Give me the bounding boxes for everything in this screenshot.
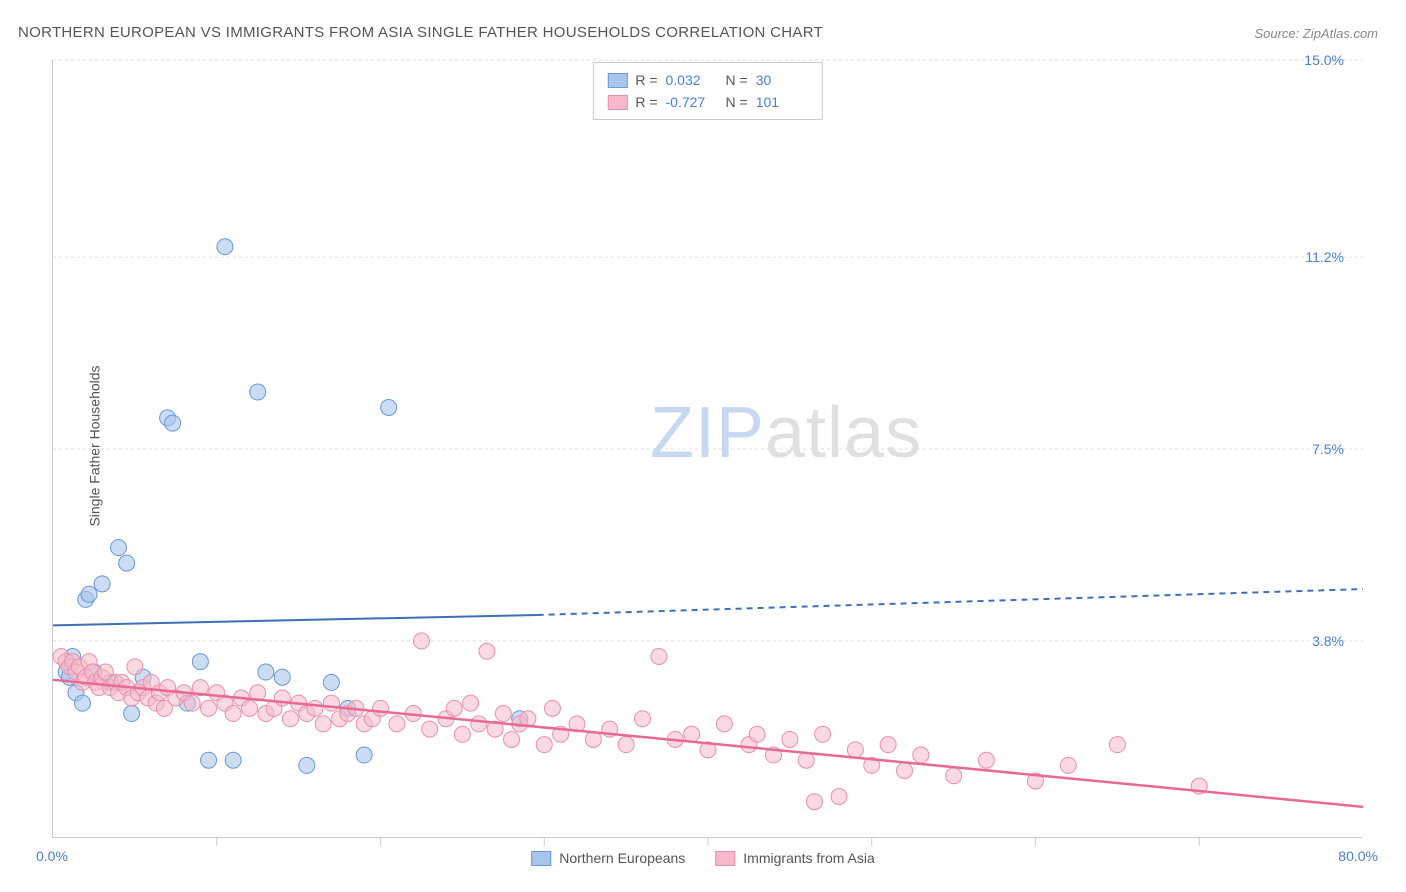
legend-label-1: Immigrants from Asia [743,850,874,866]
stats-n-label: N = [726,91,748,113]
x-axis-min-label: 0.0% [36,848,68,864]
bottom-legend: Northern Europeans Immigrants from Asia [531,850,875,866]
stats-r-label: R = [635,91,657,113]
stats-n-label: N = [726,69,748,91]
source-attribution: Source: ZipAtlas.com [1254,26,1378,41]
stats-n-value-1: 101 [756,91,808,113]
stats-r-label: R = [635,69,657,91]
y-tick-label: 11.2% [1305,249,1344,265]
stats-row-series-0: R = 0.032 N = 30 [607,69,807,91]
legend-label-0: Northern Europeans [559,850,685,866]
y-tick-label: 7.5% [1312,441,1344,457]
x-axis-max-label: 80.0% [1338,848,1378,864]
plot-area: ZIPatlas R = 0.032 N = 30 R = -0.727 N =… [52,60,1362,838]
legend-item-1: Immigrants from Asia [715,850,874,866]
stats-row-series-1: R = -0.727 N = 101 [607,91,807,113]
y-tick-label: 15.0% [1304,52,1344,68]
legend-swatch-0 [531,851,551,866]
y-tick-label: 3.8% [1312,633,1344,649]
legend-swatch-1 [715,851,735,866]
stats-swatch-1 [607,95,627,110]
chart-title: NORTHERN EUROPEAN VS IMMIGRANTS FROM ASI… [18,24,823,41]
legend-item-0: Northern Europeans [531,850,685,866]
stats-box: R = 0.032 N = 30 R = -0.727 N = 101 [592,62,822,120]
stats-n-value-0: 30 [756,69,808,91]
stats-r-value-0: 0.032 [666,69,718,91]
stats-r-value-1: -0.727 [666,91,718,113]
stats-swatch-0 [607,73,627,88]
correlation-chart-container: NORTHERN EUROPEAN VS IMMIGRANTS FROM ASI… [0,0,1406,892]
plot-svg [53,60,1363,838]
